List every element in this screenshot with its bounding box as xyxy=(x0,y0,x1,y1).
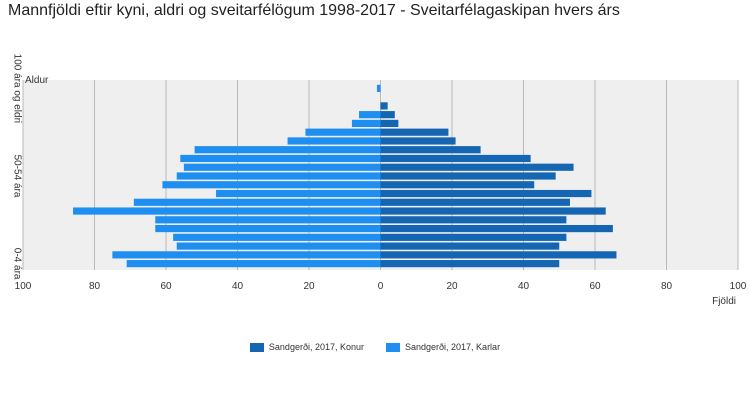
y-axis-ticks: 0-4 ára 50-54 ára 100 ára og eldri xyxy=(11,54,22,280)
bar-karlar[interactable] xyxy=(194,146,381,154)
bar-konur[interactable] xyxy=(380,146,481,154)
bar-karlar[interactable] xyxy=(112,251,381,259)
bar-konur[interactable] xyxy=(380,207,606,215)
legend: Sandgerði, 2017, Konur Sandgerði, 2017, … xyxy=(0,342,750,352)
x-tick-label: 80 xyxy=(89,281,101,292)
legend-item-konur[interactable]: Sandgerði, 2017, Konur xyxy=(249,342,364,352)
x-tick-label: 20 xyxy=(446,281,458,292)
bar-konur[interactable] xyxy=(380,119,399,128)
x-tick-label: 80 xyxy=(661,281,673,292)
x-tick-label: 100 xyxy=(730,281,747,292)
x-tick-label: 60 xyxy=(589,281,601,292)
bar-konur[interactable] xyxy=(380,224,613,233)
bar-konur[interactable] xyxy=(380,242,560,250)
bar-konur[interactable] xyxy=(380,128,449,136)
bar-konur[interactable] xyxy=(380,198,570,206)
bar-konur[interactable] xyxy=(380,216,567,224)
bar-karlar[interactable] xyxy=(73,207,381,215)
bar-karlar[interactable] xyxy=(176,172,381,180)
legend-swatch-konur xyxy=(249,342,264,352)
x-axis-ticks: 100 80 60 40 20 0 20 40 60 80 100 xyxy=(15,281,747,292)
y-tick-label: 100 ára og eldri xyxy=(11,54,22,124)
bar-karlar[interactable] xyxy=(216,189,381,198)
x-tick-label: 0 xyxy=(378,281,384,292)
x-tick-label: 40 xyxy=(232,281,244,292)
bar-karlar[interactable] xyxy=(155,216,381,224)
legend-label-karlar: Sandgerði, 2017, Karlar xyxy=(405,342,501,352)
x-tick-label: 20 xyxy=(303,281,315,292)
bar-karlar[interactable] xyxy=(180,154,381,163)
bar-karlar[interactable] xyxy=(376,84,381,92)
legend-item-karlar[interactable]: Sandgerði, 2017, Karlar xyxy=(386,342,500,352)
bar-karlar[interactable] xyxy=(351,119,381,128)
bar-konur[interactable] xyxy=(380,260,560,268)
pyramid-chart: 100 80 60 40 20 0 20 40 60 80 100 0-4 ára 50-54 ára… xyxy=(11,54,747,307)
legend-swatch-karlar xyxy=(386,342,400,352)
bar-konur[interactable] xyxy=(380,251,617,259)
bar-karlar[interactable] xyxy=(126,260,381,268)
x-axis-title: Fjöldi xyxy=(712,296,736,307)
bar-konur[interactable] xyxy=(380,163,574,171)
bar-karlar[interactable] xyxy=(183,163,381,171)
bar-karlar[interactable] xyxy=(176,242,381,250)
bar-konur[interactable] xyxy=(380,189,592,198)
bar-karlar[interactable] xyxy=(162,181,381,189)
bar-konur[interactable] xyxy=(380,154,531,163)
x-tick-label: 60 xyxy=(160,281,172,292)
legend-label-konur: Sandgerði, 2017, Konur xyxy=(268,342,364,352)
x-tick-label: 40 xyxy=(518,281,530,292)
bars xyxy=(73,84,617,268)
bar-karlar[interactable] xyxy=(173,233,381,241)
bar-konur[interactable] xyxy=(380,172,556,180)
bar-karlar[interactable] xyxy=(287,137,381,145)
y-axis-title: Aldur xyxy=(25,75,49,86)
y-tick-label: 0-4 ára xyxy=(11,248,22,280)
bar-konur[interactable] xyxy=(380,102,388,110)
chart-title: Mannfjöldi eftir kyni, aldri og sveitarf… xyxy=(8,2,620,19)
bar-konur[interactable] xyxy=(380,181,535,189)
bar-karlar[interactable] xyxy=(155,224,381,233)
bar-karlar[interactable] xyxy=(133,198,381,206)
y-tick-label: 50-54 ára xyxy=(11,155,22,198)
x-tick-label: 100 xyxy=(15,281,32,292)
bar-karlar[interactable] xyxy=(305,128,381,136)
bar-konur[interactable] xyxy=(380,233,567,241)
bar-konur[interactable] xyxy=(380,111,395,119)
bar-konur[interactable] xyxy=(380,137,456,145)
bar-karlar[interactable] xyxy=(359,111,381,119)
